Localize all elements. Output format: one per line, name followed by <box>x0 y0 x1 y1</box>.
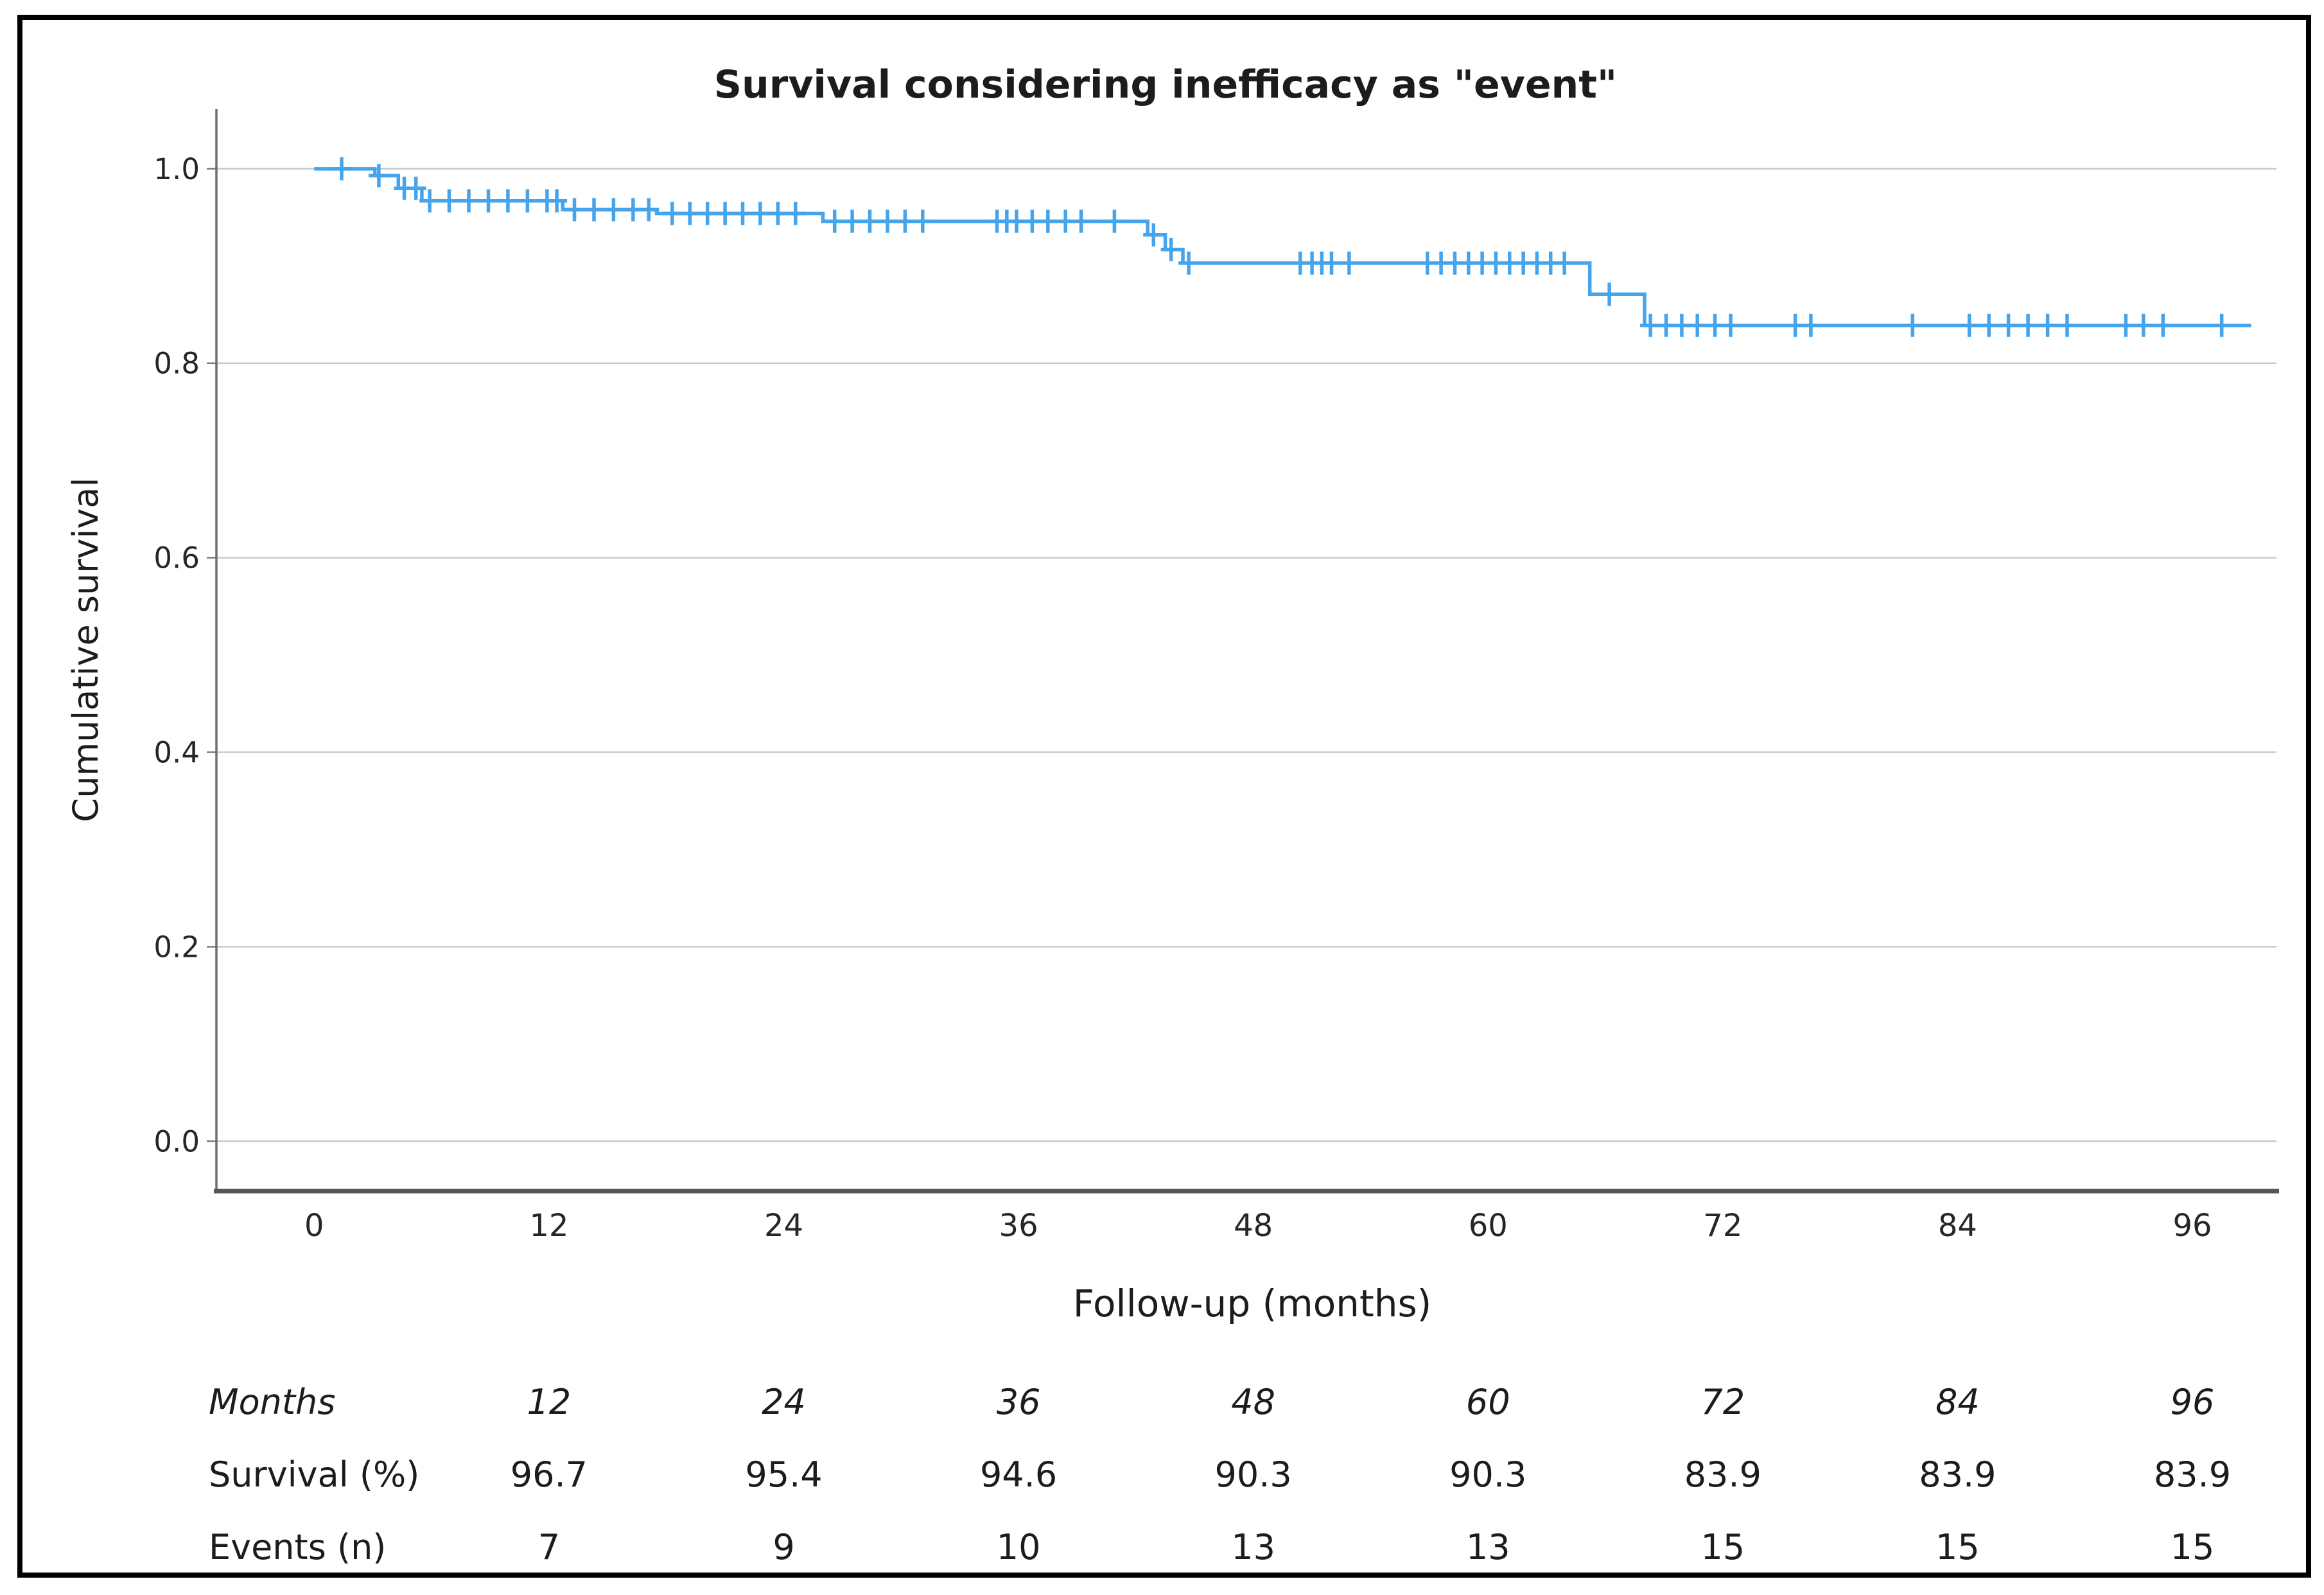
table-cell: 15 <box>1935 1527 1980 1567</box>
table-row-label: Months <box>209 1382 335 1422</box>
table-cell: 96 <box>2171 1382 2215 1422</box>
table-cell: 9 <box>773 1527 794 1567</box>
table-cell: 90.3 <box>1215 1454 1292 1495</box>
table-cell: 12 <box>527 1382 572 1422</box>
y-tick-label: 0.0 <box>153 1124 200 1158</box>
figure-border <box>17 15 2311 1578</box>
table-cell: 94.6 <box>980 1454 1057 1495</box>
y-axis-title: Cumulative survival <box>66 478 106 823</box>
km-step-line <box>314 167 2251 327</box>
table-cell: 84 <box>1935 1382 1980 1422</box>
table-cell: 10 <box>997 1527 1041 1567</box>
table-cell: 13 <box>1466 1527 1510 1567</box>
table-cell: 36 <box>997 1382 1041 1422</box>
x-tick-labels: 0 12 24 36 48 60 72 84 96 <box>304 1208 2212 1244</box>
y-tick-labels: 1.0 0.8 0.6 0.4 0.2 0.0 <box>153 152 200 1158</box>
table-cell: 83.9 <box>1919 1454 1996 1495</box>
x-tick-label: 24 <box>764 1208 803 1244</box>
x-tick-label: 84 <box>1938 1208 1977 1244</box>
table-row-label: Survival (%) <box>209 1454 419 1495</box>
table-row-label: Events (n) <box>209 1527 386 1567</box>
y-tick-label: 0.6 <box>153 541 200 575</box>
x-tick-label: 48 <box>1234 1208 1273 1244</box>
table-cell: 72 <box>1700 1382 1745 1422</box>
y-tick-label: 0.8 <box>153 347 200 381</box>
chart-title: Survival considering inefficacy as "even… <box>714 62 1617 107</box>
table-cell: 90.3 <box>1449 1454 1526 1495</box>
censor-marks <box>331 157 2232 337</box>
table-cell: 7 <box>538 1527 560 1567</box>
table-cell: 13 <box>1231 1527 1275 1567</box>
x-tick-label: 72 <box>1703 1208 1742 1244</box>
table-cell: 48 <box>1231 1382 1275 1422</box>
x-axis-title: Follow-up (months) <box>1073 1282 1432 1325</box>
table-cell: 83.9 <box>2154 1454 2231 1495</box>
table-cell: 15 <box>2171 1527 2215 1567</box>
summary-table: Months 12 24 36 48 60 72 84 96 Survival (%) 96.7 95… <box>209 1382 2231 1567</box>
y-tick-label: 1.0 <box>153 152 200 186</box>
table-cell: 60 <box>1466 1382 1510 1422</box>
x-tick-label: 12 <box>529 1208 568 1244</box>
x-tick-label: 0 <box>304 1208 324 1244</box>
survival-curve <box>314 157 2251 337</box>
y-tick-label: 0.2 <box>153 930 200 964</box>
table-cell: 95.4 <box>745 1454 822 1495</box>
x-tick-label: 60 <box>1469 1208 1508 1244</box>
table-cell: 96.7 <box>511 1454 588 1495</box>
table-cell: 15 <box>1700 1527 1745 1567</box>
table-cell: 24 <box>762 1382 806 1422</box>
y-tick-label: 0.4 <box>153 736 200 770</box>
x-tick-label: 36 <box>999 1208 1038 1244</box>
table-cell: 83.9 <box>1684 1454 1761 1495</box>
x-tick-label: 96 <box>2172 1208 2212 1244</box>
gridlines <box>207 168 2276 1142</box>
